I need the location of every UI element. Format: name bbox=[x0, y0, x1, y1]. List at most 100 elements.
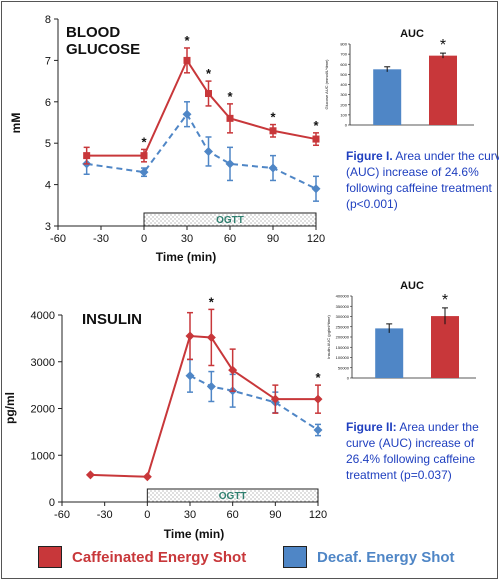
inset-y-tick-label: 150000 bbox=[336, 345, 350, 350]
insulin-x-axis-label: Time (min) bbox=[164, 527, 224, 541]
x-tick-label: -30 bbox=[97, 509, 113, 521]
x-tick-label: 0 bbox=[144, 509, 150, 521]
auc-bar bbox=[431, 316, 459, 378]
data-point bbox=[228, 365, 238, 375]
y-tick-label: 0 bbox=[49, 497, 55, 509]
y-tick-label: 4000 bbox=[31, 310, 55, 322]
data-point bbox=[313, 425, 323, 435]
inset-y-tick-label: 50000 bbox=[338, 365, 350, 370]
significance-star: * bbox=[209, 294, 215, 309]
x-tick-label: 0 bbox=[141, 233, 147, 245]
y-tick-label: 4 bbox=[45, 180, 51, 192]
inset-y-tick-label: 350000 bbox=[336, 304, 350, 309]
glucose-y-axis-label: mM bbox=[9, 113, 23, 134]
x-tick-label: 60 bbox=[224, 233, 236, 245]
inset-y-tick-label: 200000 bbox=[336, 335, 350, 340]
glucose-title-line2: GLUCOSE bbox=[66, 41, 140, 58]
data-point bbox=[83, 152, 91, 160]
y-tick-label: 6 bbox=[45, 97, 51, 109]
insulin-title: INSULIN bbox=[82, 311, 142, 328]
glucose-auc-title: AUC bbox=[400, 28, 424, 40]
data-point bbox=[206, 382, 216, 392]
data-point bbox=[226, 114, 234, 122]
x-tick-label: 30 bbox=[184, 509, 196, 521]
glucose-title-line1: BLOOD bbox=[66, 24, 120, 41]
x-tick-label: 120 bbox=[307, 233, 325, 245]
ogtt-label: OGTT bbox=[219, 491, 247, 502]
auc-bar bbox=[375, 328, 404, 378]
inset-y-tick-label: 300000 bbox=[336, 314, 350, 319]
data-point bbox=[225, 159, 235, 169]
inset-y-axis-label: Insulin AUC (pg/ml*time) bbox=[326, 315, 331, 359]
inset-y-tick-label: 400 bbox=[340, 82, 347, 87]
data-point bbox=[269, 127, 277, 135]
auc-bar bbox=[373, 69, 402, 125]
inset-y-tick-label: 250000 bbox=[336, 324, 350, 329]
data-point bbox=[270, 394, 280, 404]
data-point bbox=[183, 56, 191, 64]
y-tick-label: 2000 bbox=[31, 404, 55, 416]
glucose-chart: BLOOD GLUCOSE mM Time (min) 3 4 5 6 7 8 -60 -30… bbox=[9, 14, 325, 264]
significance-star: * bbox=[184, 33, 190, 48]
inset-y-tick-label: 600 bbox=[340, 62, 347, 67]
ogtt-bar bbox=[146, 488, 319, 503]
glucose-x-axis-label: Time (min) bbox=[156, 250, 216, 264]
x-tick-label: 90 bbox=[269, 509, 281, 521]
significance-star: * bbox=[313, 118, 319, 133]
x-tick-label: 90 bbox=[267, 233, 279, 245]
legend-label-decaf: Decaf. Energy Shot bbox=[317, 548, 455, 566]
series-line bbox=[86, 112, 317, 190]
insulin-auc-title: AUC bbox=[400, 280, 424, 292]
data-point bbox=[142, 472, 152, 482]
y-tick-label: 3 bbox=[45, 221, 51, 233]
insulin-chart: INSULIN pg/ml Time (min) 0 1000 2000 3000 40… bbox=[3, 294, 327, 541]
legend-decaf: Decaf. Energy Shot bbox=[283, 545, 455, 569]
legend-swatch-decaf bbox=[283, 546, 307, 568]
insulin-auc-inset: AUC 0 50000 100000 150000 200000 250000 300000… bbox=[326, 280, 476, 381]
data-point bbox=[182, 109, 192, 119]
legend-caffeinated: Caffeinated Energy Shot bbox=[38, 545, 246, 569]
series-line bbox=[90, 334, 318, 478]
auc-significance-star: * bbox=[440, 37, 446, 54]
inset-y-tick-label: 800 bbox=[340, 42, 347, 47]
insulin-caption: Figure II: Area under the curve (AUC) inc… bbox=[346, 420, 479, 482]
inset-y-tick-label: 0 bbox=[345, 123, 348, 128]
data-point bbox=[206, 332, 216, 342]
data-point bbox=[185, 331, 195, 341]
y-tick-label: 3000 bbox=[31, 357, 55, 369]
x-tick-label: 120 bbox=[309, 509, 327, 521]
auc-significance-star: * bbox=[442, 292, 448, 309]
y-tick-label: 1000 bbox=[31, 450, 55, 462]
significance-star: * bbox=[270, 110, 276, 125]
x-tick-label: 60 bbox=[227, 509, 239, 521]
data-point bbox=[268, 163, 278, 173]
data-point bbox=[139, 167, 149, 177]
y-tick-label: 7 bbox=[45, 55, 51, 67]
glucose-auc-inset: AUC 0 100 200 300 400 500 600 700 800 Glucose AUC… bbox=[324, 28, 474, 128]
inset-y-tick-label: 200 bbox=[340, 102, 347, 107]
ogtt-label: OGTT bbox=[216, 215, 244, 226]
significance-star: * bbox=[141, 134, 147, 149]
data-point bbox=[205, 90, 212, 98]
significance-star: * bbox=[206, 66, 212, 81]
legend-swatch-caffeinated bbox=[38, 546, 62, 568]
inset-y-tick-label: 300 bbox=[340, 92, 347, 97]
inset-y-axis-label: Glucose AUC (mmol/L*time) bbox=[324, 59, 329, 110]
y-tick-label: 5 bbox=[45, 138, 51, 150]
x-tick-label: -60 bbox=[50, 233, 66, 245]
x-tick-label: 30 bbox=[181, 233, 193, 245]
auc-bar bbox=[429, 55, 457, 125]
legend-label-caffeinated: Caffeinated Energy Shot bbox=[72, 548, 247, 566]
significance-star: * bbox=[315, 370, 321, 385]
inset-y-tick-label: 500 bbox=[340, 72, 347, 77]
data-point bbox=[140, 152, 148, 160]
inset-y-tick-label: 100 bbox=[340, 112, 347, 117]
y-tick-label: 8 bbox=[45, 14, 51, 26]
data-point bbox=[185, 371, 195, 381]
data-point bbox=[312, 135, 320, 143]
insulin-y-axis-label: pg/ml bbox=[3, 392, 17, 424]
inset-y-tick-label: 700 bbox=[340, 52, 347, 57]
data-point bbox=[313, 394, 323, 404]
